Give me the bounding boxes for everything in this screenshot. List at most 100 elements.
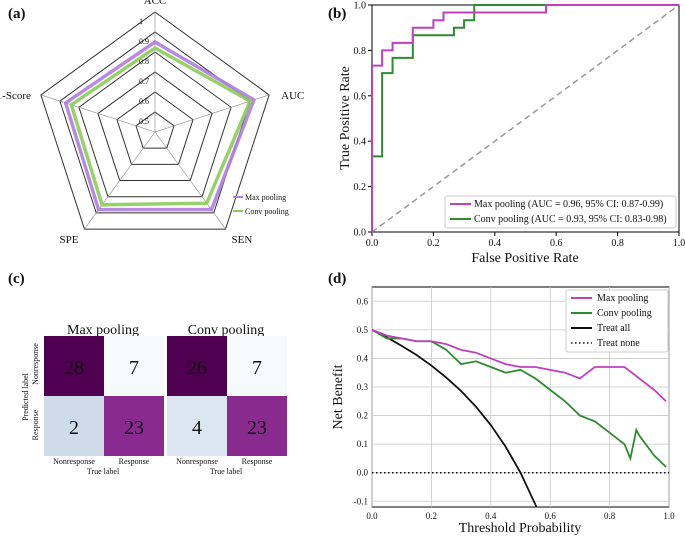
radar-axis-label: F1-Score [0,90,31,102]
cm1-cell-value: 28 [64,357,84,379]
radar-axis-label: ACC [144,0,167,7]
dca-x-tick-label: 0.8 [604,511,616,521]
cm1-cell [104,336,164,396]
dca-legend-label-max: Max pooling [597,293,648,304]
cm-row-label-response: Response [31,409,40,440]
panel-label-a: (a) [8,6,26,22]
radar-ring [97,71,213,182]
radar-ring [135,111,175,149]
radar-ring-label: 0.9 [139,37,149,46]
roc-x-tick-label: 0.0 [366,238,379,249]
roc-y-tick-label: 0.4 [354,137,367,148]
roc-lines [371,4,680,233]
cm2-cell-value: 26 [187,357,207,379]
roc-line-max-pooling [371,4,679,232]
cm2-cell-value: 7 [252,357,262,379]
roc-x-axis-label: False Positive Rate [471,251,578,266]
dca-legend-label-treat-none: Treat none [597,338,640,349]
roc-x-tick-label: 0.8 [611,238,624,249]
cm1-cell [44,336,104,396]
legend-label-conv-pooling: Conv pooling [245,207,289,216]
cm2-cell [227,396,287,456]
dca-y-axis-label: Net Benefit [331,364,346,429]
confusion-matrices: 28 7 2 23 26 7 4 23 [44,336,287,456]
cm1-col-label-nonresponse: Nonresponse [53,457,95,466]
cm-y-axis-label: Predicted label [21,372,30,421]
dca-y-tick-label: 0.0 [357,468,369,478]
radar-series-max-pooling [63,39,257,212]
roc-y-tick-label: 0.8 [354,46,367,57]
radar-ring-label: 0.8 [139,57,149,66]
roc-y-tick-label: 0.6 [354,91,367,102]
roc-ticks: 0.0 0.2 0.4 0.6 0.8 1.0 0.0 0.2 0.4 0.6 0.8 1.0 [354,1,685,250]
radar-axis-label: SEN [232,234,253,246]
radar-chart: 0.5 0.6 0.7 0.8 0.9 1 ACC AUC SEN SPE F1-Score [0,0,304,246]
cm1-cell-value: 7 [129,357,139,379]
roc-x-tick-label: 0.2 [427,238,440,249]
cm2-col-label-response: Response [242,457,273,466]
dca-x-tick-label: 0.2 [426,511,437,521]
cm1-x-axis-label: True label [87,467,120,476]
cm-row-label-nonresponse: Nonresponse [31,343,40,385]
cm1-cell-value: 2 [69,417,79,439]
dca-y-tick-label: 0.6 [357,296,369,306]
cm1-col-label-response: Response [119,457,150,466]
dca-x-axis-label: Threshold Probability [459,521,582,536]
radar-series-conv-pooling [69,45,253,207]
radar-ring-label: 0.7 [139,77,149,86]
cm2-col-label-nonresponse: Nonresponse [176,457,218,466]
dca-y-tick-label: 0.5 [357,325,369,335]
dca-x-tick-label: 0.6 [545,511,557,521]
cm2-cell [167,396,227,456]
roc-y-axis-label: True Positive Rate [338,66,353,170]
roc-legend-label-conv: Conv pooling (AUC = 0.93, 95% CI: 0.83-0… [474,214,667,225]
dca-y-tick-label: 0.4 [357,353,369,363]
cm1-cell [44,396,104,456]
dca-y-tick-label: 0.3 [357,382,369,392]
radar-spoke [40,94,156,133]
dca-lines [372,329,669,507]
radar-ring-label: 0.6 [139,97,149,106]
roc-y-tick-label: 0.0 [354,228,367,239]
cm1-cell-value: 23 [124,417,144,439]
dca-y-tick-label: 0.2 [357,411,368,421]
roc-x-tick-label: 0.6 [550,238,563,249]
dca-legend: Max pooling Conv pooling Treat all Treat… [565,289,669,353]
dca-x-tick-label: 0.4 [485,511,497,521]
cm2-cell [167,336,227,396]
radar-ring [78,51,232,198]
roc-legend-label-max: Max pooling (AUC = 0.96, 95% CI: 0.87-0.… [474,199,663,210]
radar-spoke [154,131,226,230]
cm-title-conv-pooling: Conv pooling [188,323,265,338]
cm-title-max-pooling: Max pooling [67,323,139,338]
cm2-cell-value: 4 [192,417,202,439]
cm2-cell [227,336,287,396]
roc-legend: Max pooling (AUC = 0.96, 95% CI: 0.87-0.… [444,195,677,229]
cm1-cell [104,396,164,456]
roc-x-tick-label: 1.0 [673,238,685,249]
roc-x-tick-label: 0.4 [489,238,502,249]
roc-y-tick-label: 1.0 [354,1,367,12]
panel-label-b: (b) [328,6,346,22]
dca-x-tick-label: 1.0 [663,511,675,521]
dca-x-tick-label: 0.0 [366,511,378,521]
roc-y-tick-label: 0.2 [354,182,367,193]
dca-legend-label-conv: Conv pooling [597,308,652,319]
dca-y-tick-label: -0.1 [354,496,368,506]
radar-spoke [84,131,156,230]
radar-axis-label: AUC [281,90,304,102]
radar-ring [116,91,194,165]
radar-legend: Max pooling Conv pooling [233,193,289,216]
legend-label-max-pooling: Max pooling [245,193,286,202]
dca-line-treat-all [372,329,538,507]
dca-legend-box [565,289,669,353]
cm2-cell-value: 23 [247,417,267,439]
panel-label-d: (d) [328,271,346,287]
radar-ring-label: 1 [139,17,143,26]
roc-legend-box [444,195,677,229]
radar-ring [40,11,270,230]
dca-line-max-pooling [372,329,667,402]
cm2-x-axis-label: True label [210,467,243,476]
dca-y-tick-label: 0.1 [357,439,368,449]
